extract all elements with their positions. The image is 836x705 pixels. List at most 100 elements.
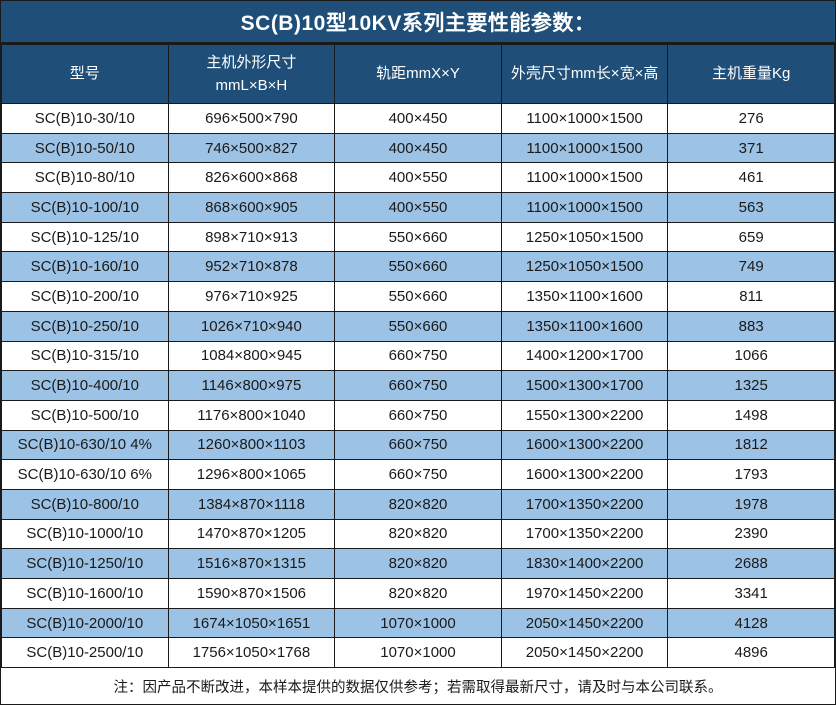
table-body: SC(B)10-30/10 696×500×790 400×450 1100×1000…	[1, 103, 835, 669]
table-cell: 2688	[667, 548, 835, 579]
table-cell: SC(B)10-50/10	[1, 132, 169, 164]
table-cell: 820×820	[334, 578, 502, 609]
table-cell: 1500×1300×1700	[500, 370, 669, 401]
table-cell: 550×660	[334, 251, 502, 283]
table-cell: 1600×1300×2200	[500, 459, 669, 490]
table-cell: 1756×1050×1768	[167, 637, 336, 669]
table-cell: 371	[667, 132, 835, 164]
table-cell: 2390	[667, 518, 835, 550]
table-cell: 400×450	[334, 103, 502, 134]
table-cell: 898×710×913	[167, 221, 336, 253]
table-cell: 820×820	[334, 518, 502, 550]
table-cell: 1812	[667, 429, 835, 461]
table-cell: 400×550	[334, 162, 502, 194]
table-header: 型号 主机外形尺寸 mmL×B×H 轨距mmX×Y 外壳尺寸mm长×宽×高 主机…	[1, 44, 835, 104]
column-header-unit-dimensions-line2: mmL×B×H	[215, 77, 288, 94]
table-cell: 1296×800×1065	[167, 459, 336, 490]
table-row: SC(B)10-200/10 976×710×925 550×660 1350×110…	[1, 281, 835, 312]
table-cell: 1516×870×1315	[167, 548, 336, 579]
table-cell: SC(B)10-2500/10	[1, 637, 169, 669]
table-cell: 660×750	[334, 399, 502, 431]
footnote: 注：因产品不断改进，本样本提供的数据仅供参考；若需取得最新尺寸，请及时与本公司联…	[1, 668, 835, 704]
table-cell: 1470×870×1205	[167, 518, 336, 550]
table-row: SC(B)10-315/10 1084×800×945 660×750 1400×12…	[1, 340, 835, 372]
table-cell: SC(B)10-315/10	[1, 340, 169, 372]
table-cell: 1970×1450×2200	[500, 578, 669, 609]
table-cell: SC(B)10-1250/10	[1, 548, 169, 579]
table-cell: 550×660	[334, 281, 502, 312]
table-cell: 1978	[667, 488, 835, 520]
table-cell: 1700×1350×2200	[500, 518, 669, 550]
table-cell: 550×660	[334, 310, 502, 342]
table-row: SC(B)10-100/10 868×600×905 400×550 1100×100…	[1, 192, 835, 223]
table-cell: SC(B)10-2000/10	[1, 607, 169, 639]
table-cell: 1400×1200×1700	[500, 340, 669, 372]
header-row: 型号 主机外形尺寸 mmL×B×H 轨距mmX×Y 外壳尺寸mm长×宽×高 主机…	[1, 44, 835, 104]
table-cell: SC(B)10-30/10	[1, 103, 169, 134]
table-cell: 1325	[667, 370, 835, 401]
table-cell: 749	[667, 251, 835, 283]
column-header-weight: 主机重量Kg	[667, 44, 835, 104]
table-row: SC(B)10-630/10 6% 1296×800×1065 660×750 160…	[1, 459, 835, 490]
table-cell: 1350×1100×1600	[500, 310, 669, 342]
table-cell: 1590×870×1506	[167, 578, 336, 609]
table-cell: 1674×1050×1651	[167, 607, 336, 639]
table-cell: 400×450	[334, 132, 502, 164]
table-cell: 2050×1450×2200	[500, 607, 669, 639]
table-row: SC(B)10-500/10 1176×800×1040 660×750 1550×1…	[1, 399, 835, 431]
table-cell: 1793	[667, 459, 835, 490]
table-cell: 868×600×905	[167, 192, 336, 223]
table-cell: SC(B)10-160/10	[1, 251, 169, 283]
table-row: SC(B)10-50/10 746×500×827 400×450 1100×1000…	[1, 132, 835, 164]
table-cell: 660×750	[334, 429, 502, 461]
table-cell: 1100×1000×1500	[500, 162, 669, 194]
table-cell: 1026×710×940	[167, 310, 336, 342]
table-cell: 1100×1000×1500	[500, 192, 669, 223]
table-row: SC(B)10-1600/10 1590×870×1506 820×820 1970×…	[1, 578, 835, 609]
table-cell: 660×750	[334, 370, 502, 401]
table-cell: 1070×1000	[334, 607, 502, 639]
table-cell: 696×500×790	[167, 103, 336, 134]
table-cell: 952×710×878	[167, 251, 336, 283]
table-cell: SC(B)10-125/10	[1, 221, 169, 253]
table-row: SC(B)10-400/10 1146×800×975 660×750 1500×13…	[1, 370, 835, 401]
table-cell: 400×550	[334, 192, 502, 223]
table-cell: SC(B)10-400/10	[1, 370, 169, 401]
table-cell: 4896	[667, 637, 835, 669]
table-cell: 1498	[667, 399, 835, 431]
spec-table: 型号 主机外形尺寸 mmL×B×H 轨距mmX×Y 外壳尺寸mm长×宽×高 主机…	[1, 44, 835, 669]
table-cell: 660×750	[334, 459, 502, 490]
column-header-unit-dimensions: 主机外形尺寸 mmL×B×H	[167, 44, 336, 104]
table-cell: 1100×1000×1500	[500, 132, 669, 164]
table-cell: 659	[667, 221, 835, 253]
table-cell: 550×660	[334, 221, 502, 253]
table-row: SC(B)10-1000/10 1470×870×1205 820×820 1700×…	[1, 518, 835, 550]
table-cell: 2050×1450×2200	[500, 637, 669, 669]
table-cell: SC(B)10-1600/10	[1, 578, 169, 609]
table-cell: 1350×1100×1600	[500, 281, 669, 312]
table-cell: SC(B)10-500/10	[1, 399, 169, 431]
table-row: SC(B)10-800/10 1384×870×1118 820×820 1700×1…	[1, 488, 835, 520]
table-cell: 1700×1350×2200	[500, 488, 669, 520]
column-header-rail-gauge: 轨距mmX×Y	[334, 44, 502, 104]
column-header-unit-dimensions-line1: 主机外形尺寸	[206, 53, 297, 71]
table-cell: 811	[667, 281, 835, 312]
table-cell: 883	[667, 310, 835, 342]
table-cell: 976×710×925	[167, 281, 336, 312]
table-cell: 1830×1400×2200	[500, 548, 669, 579]
table-row: SC(B)10-160/10 952×710×878 550×660 1250×105…	[1, 251, 835, 283]
table-cell: 4128	[667, 607, 835, 639]
column-header-model: 型号	[1, 44, 169, 104]
table-cell: 826×600×868	[167, 162, 336, 194]
table-cell: 1100×1000×1500	[500, 103, 669, 134]
table-cell: SC(B)10-630/10 4%	[1, 429, 169, 461]
table-cell: 660×750	[334, 340, 502, 372]
table-cell: 1084×800×945	[167, 340, 336, 372]
table-row: SC(B)10-2500/10 1756×1050×1768 1070×1000 20…	[1, 637, 835, 669]
table-cell: 1250×1050×1500	[500, 251, 669, 283]
table-cell: SC(B)10-200/10	[1, 281, 169, 312]
table-cell: 1600×1300×2200	[500, 429, 669, 461]
table-cell: 1066	[667, 340, 835, 372]
table-cell: 276	[667, 103, 835, 134]
